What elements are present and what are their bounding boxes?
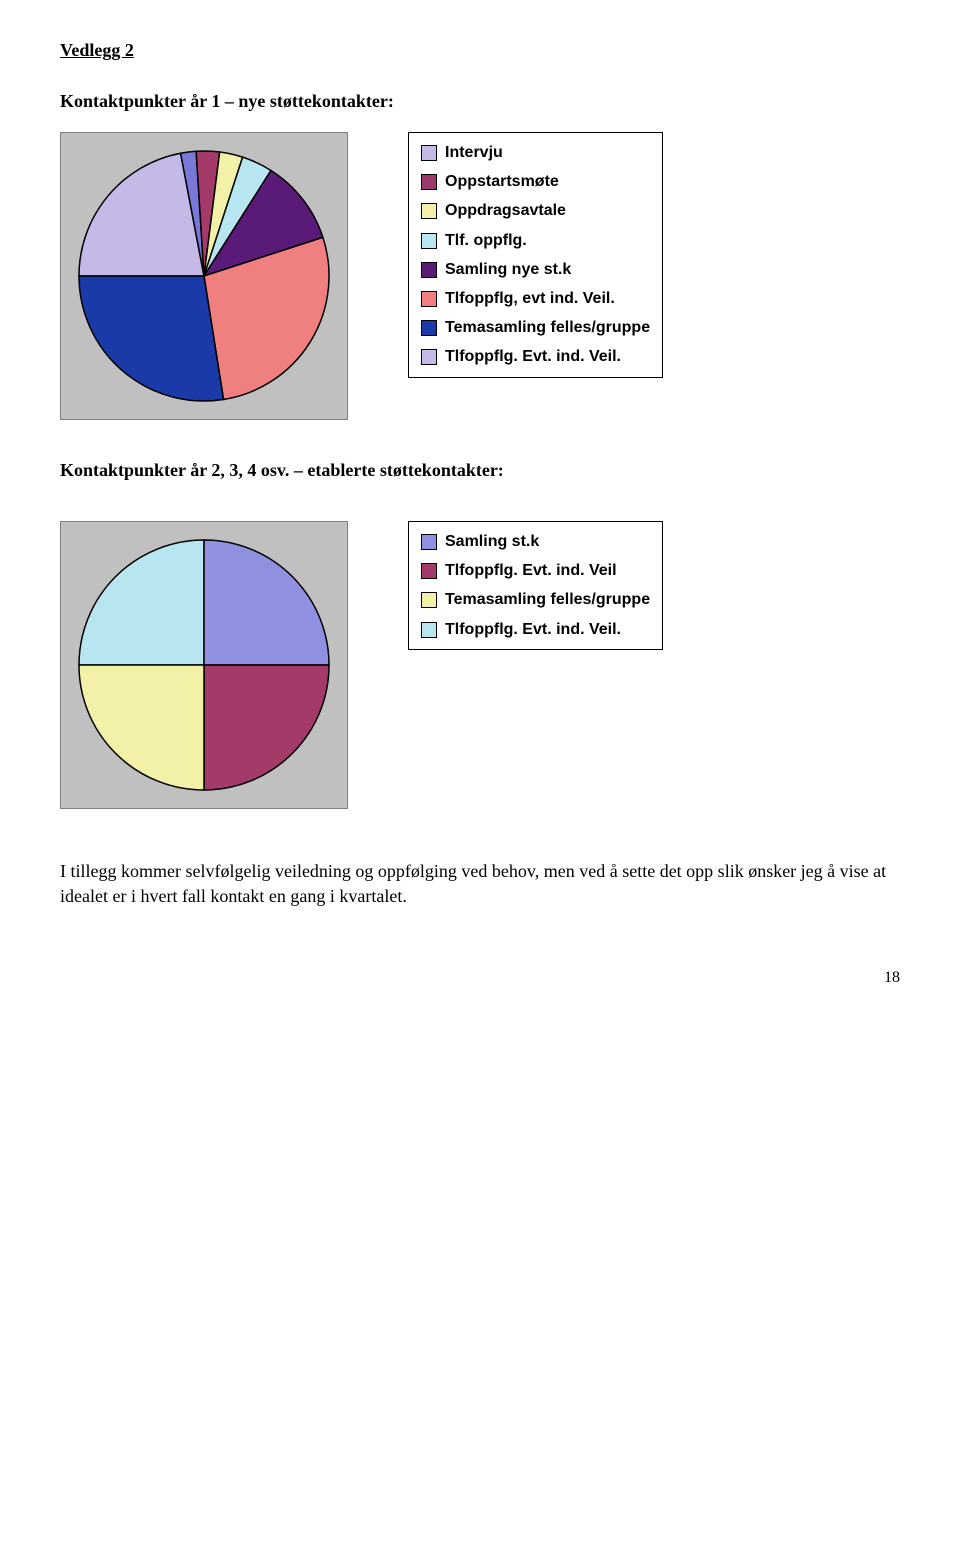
- legend-1: Intervju Oppstartsmøte Oppdragsavtale Tlf. …: [408, 132, 663, 378]
- pie-chart-2-box: [60, 521, 348, 809]
- legend-label: Tlfoppflg, evt ind. Veil.: [445, 289, 615, 308]
- legend-swatch: [421, 233, 437, 249]
- legend-swatch: [421, 145, 437, 161]
- legend-swatch: [421, 534, 437, 550]
- legend-swatch: [421, 563, 437, 579]
- legend-label: Temasamling felles/gruppe: [445, 318, 650, 337]
- legend-label: Tlfoppflg. Evt. ind. Veil: [445, 561, 617, 580]
- legend-swatch: [421, 203, 437, 219]
- legend-item: Tlfoppflg, evt ind. Veil.: [421, 289, 650, 308]
- pie-chart-1: [69, 141, 339, 411]
- legend-item: Intervju: [421, 143, 650, 162]
- legend-item: Samling nye st.k: [421, 260, 650, 279]
- pie-slice: [79, 276, 224, 401]
- legend-label: Oppdragsavtale: [445, 201, 566, 220]
- legend-label: Tlf. oppflg.: [445, 231, 527, 250]
- pie-chart-2: [69, 530, 339, 800]
- pie-slice: [204, 665, 329, 790]
- body-paragraph: I tillegg kommer selvfølgelig veiledning…: [60, 859, 900, 909]
- legend-item: Tlfoppflg. Evt. ind. Veil: [421, 561, 650, 580]
- legend-label: Oppstartsmøte: [445, 172, 559, 191]
- legend-2: Samling st.k Tlfoppflg. Evt. ind. Veil Tem…: [408, 521, 663, 650]
- section2-heading: Kontaktpunkter år 2, 3, 4 osv. – etabler…: [60, 460, 900, 481]
- pie-chart-1-box: [60, 132, 348, 420]
- legend-item: Temasamling felles/gruppe: [421, 318, 650, 337]
- legend-swatch: [421, 291, 437, 307]
- chart-row-1: Intervju Oppstartsmøte Oppdragsavtale Tlf. …: [60, 132, 900, 420]
- legend-item: Tlfoppflg. Evt. ind. Veil.: [421, 347, 650, 366]
- legend-label: Samling st.k: [445, 532, 539, 551]
- legend-swatch: [421, 622, 437, 638]
- legend-swatch: [421, 320, 437, 336]
- legend-item: Tlfoppflg. Evt. ind. Veil.: [421, 620, 650, 639]
- section1-heading: Kontaktpunkter år 1 – nye støttekontakte…: [60, 91, 900, 112]
- page-number: 18: [60, 969, 900, 987]
- legend-label: Tlfoppflg. Evt. ind. Veil.: [445, 347, 621, 366]
- legend-item: Temasamling felles/gruppe: [421, 590, 650, 609]
- pie-slice: [204, 540, 329, 665]
- pie-slice: [79, 665, 204, 790]
- legend-label: Intervju: [445, 143, 503, 162]
- legend-swatch: [421, 592, 437, 608]
- legend-item: Oppstartsmøte: [421, 172, 650, 191]
- legend-item: Oppdragsavtale: [421, 201, 650, 220]
- appendix-title: Vedlegg 2: [60, 40, 900, 61]
- legend-item: Samling st.k: [421, 532, 650, 551]
- legend-swatch: [421, 349, 437, 365]
- legend-label: Samling nye st.k: [445, 260, 571, 279]
- legend-item: Tlf. oppflg.: [421, 231, 650, 250]
- pie-slice: [79, 540, 204, 665]
- legend-label: Tlfoppflg. Evt. ind. Veil.: [445, 620, 621, 639]
- legend-swatch: [421, 262, 437, 278]
- legend-label: Temasamling felles/gruppe: [445, 590, 650, 609]
- legend-swatch: [421, 174, 437, 190]
- chart-row-2: Samling st.k Tlfoppflg. Evt. ind. Veil Tem…: [60, 521, 900, 809]
